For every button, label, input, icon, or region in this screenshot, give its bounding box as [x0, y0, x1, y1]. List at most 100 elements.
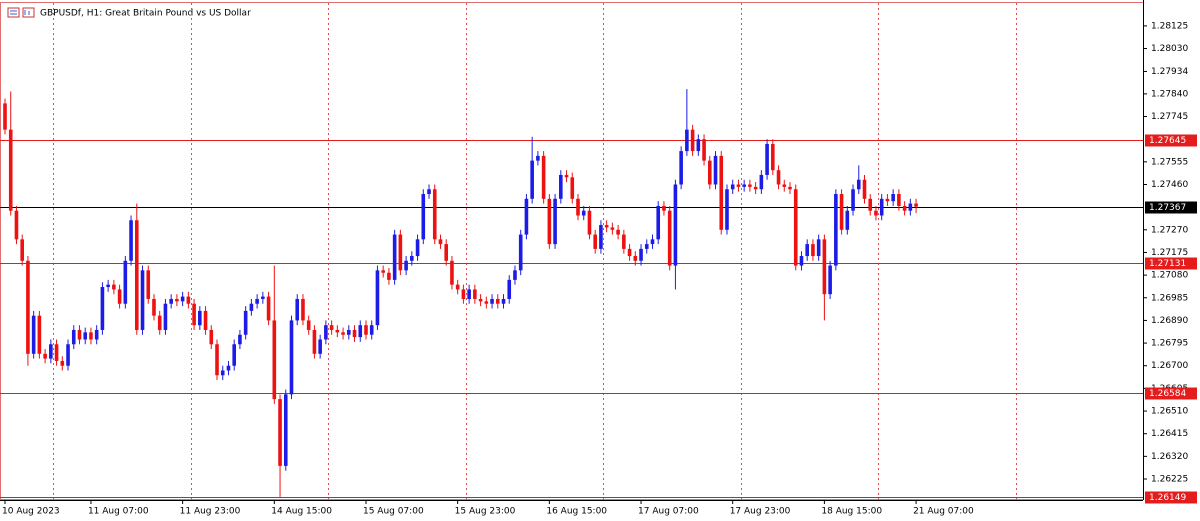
candle-body — [26, 260, 30, 354]
candle-body — [593, 234, 597, 249]
current-price-label: 1.27367 — [1149, 203, 1186, 213]
level-label-box — [1145, 491, 1197, 504]
candle-body — [696, 139, 701, 152]
level-label: 1.27645 — [1149, 136, 1186, 146]
y-tick-label: 1.26890 — [1151, 316, 1188, 326]
candle-body — [633, 256, 638, 261]
y-tick-label: 1.26985 — [1151, 293, 1188, 303]
candle-body — [553, 198, 557, 245]
candle-body — [891, 194, 895, 202]
level-label-box — [1145, 134, 1197, 147]
candle-body — [341, 332, 345, 335]
x-tick-label: 15 Aug 07:00 — [363, 507, 424, 517]
candle-body — [874, 210, 878, 216]
candle-body — [587, 210, 592, 235]
candle-body — [83, 332, 88, 340]
y-tick-label: 1.27270 — [1151, 225, 1188, 235]
x-tick-label: 15 Aug 23:00 — [455, 507, 516, 517]
candle-body — [776, 170, 781, 185]
y-tick-label: 1.26415 — [1151, 429, 1188, 439]
candle-body — [375, 270, 380, 326]
candle-body — [192, 303, 196, 326]
candle-body — [478, 298, 483, 302]
y-tick-label: 1.26700 — [1151, 361, 1188, 371]
candle-body — [467, 289, 471, 299]
candle-body — [369, 325, 374, 335]
y-tick-label: 1.27934 — [1151, 67, 1188, 77]
candle-body — [198, 310, 202, 326]
candle-body — [702, 139, 706, 161]
candle-body — [616, 229, 620, 235]
candle-body — [650, 239, 655, 245]
x-tick-label: 11 Aug 07:00 — [88, 507, 149, 517]
candle-body — [398, 234, 403, 271]
candle-body — [610, 227, 615, 230]
x-tick-label: 11 Aug 23:00 — [180, 507, 241, 517]
candle-body — [822, 239, 827, 295]
candle-body — [238, 334, 242, 345]
y-tick-label: 1.27840 — [1151, 89, 1188, 99]
candle-body — [180, 296, 185, 302]
candle-body — [232, 344, 236, 366]
candle-body — [627, 248, 632, 257]
y-tick-label: 1.26510 — [1151, 407, 1188, 417]
candle-body — [753, 186, 758, 190]
candle-body — [742, 184, 746, 187]
candle-body — [599, 225, 603, 249]
candle-body — [816, 239, 821, 257]
candle-body — [570, 177, 575, 199]
y-tick-label: 1.27555 — [1151, 157, 1188, 167]
candle-body — [438, 239, 443, 245]
candle-body — [283, 394, 288, 466]
candle-body — [736, 184, 741, 187]
candle-body — [175, 298, 179, 302]
candle-body — [169, 298, 173, 304]
candle-body — [100, 287, 105, 330]
candle-body — [215, 344, 219, 376]
candle-body — [879, 198, 884, 216]
x-tick-label: 17 Aug 23:00 — [730, 507, 791, 517]
candle-body — [410, 256, 414, 261]
y-tick-label: 1.27460 — [1151, 180, 1188, 190]
candle-body — [788, 186, 792, 190]
candle-body — [146, 270, 151, 299]
candle-body — [484, 301, 489, 304]
candle-body — [897, 194, 901, 206]
candle-body — [255, 298, 259, 304]
candle-body — [66, 344, 70, 366]
candle-body — [524, 198, 529, 235]
candle-body — [89, 332, 93, 340]
candle-body — [444, 244, 449, 261]
x-tick-label: 10 Aug 2023 — [2, 507, 60, 517]
candle-body — [278, 399, 282, 466]
candle-body — [828, 265, 832, 295]
candle-body — [421, 194, 426, 240]
candle-body — [112, 284, 116, 290]
candle-body — [335, 329, 340, 333]
y-tick-label: 1.26320 — [1151, 452, 1188, 462]
candle-body — [719, 155, 724, 230]
candle-body — [163, 303, 168, 330]
candle-body — [186, 296, 191, 304]
candle-body — [541, 155, 546, 199]
candle-body — [117, 289, 122, 304]
candle-body — [8, 129, 13, 211]
candle-body — [31, 315, 36, 354]
candle-body — [364, 325, 368, 335]
candle-body — [209, 329, 214, 345]
candle-body — [868, 198, 873, 211]
candle-body — [54, 344, 59, 361]
y-tick-label: 1.27175 — [1151, 248, 1188, 258]
candle-body — [639, 248, 643, 261]
candle-body — [690, 129, 695, 152]
candle-body — [450, 260, 454, 285]
candle-body — [37, 315, 42, 354]
candle-body — [862, 179, 867, 199]
candle-body — [306, 320, 311, 330]
candle-body — [318, 339, 322, 354]
candle-body — [347, 329, 351, 335]
candle-body — [885, 198, 890, 202]
candle-body — [581, 210, 586, 216]
